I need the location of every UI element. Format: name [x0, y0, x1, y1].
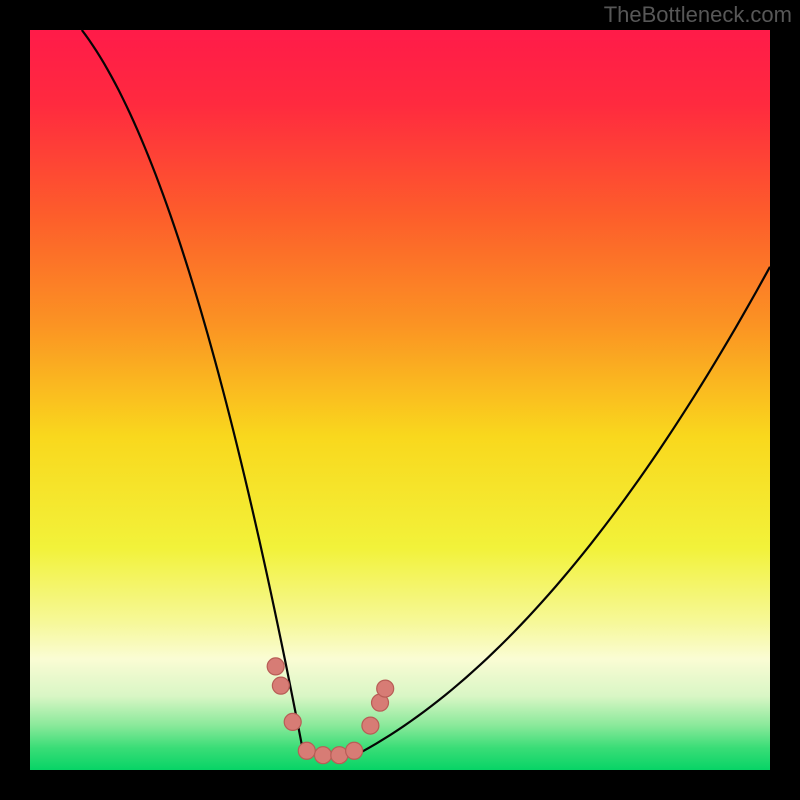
marker-point	[267, 658, 284, 675]
marker-point	[315, 747, 332, 764]
chart-frame: TheBottleneck.com	[0, 0, 800, 800]
marker-point	[377, 680, 394, 697]
watermark-text: TheBottleneck.com	[604, 2, 792, 28]
marker-point	[272, 677, 289, 694]
marker-point	[362, 717, 379, 734]
marker-point	[298, 742, 315, 759]
marker-point	[284, 713, 301, 730]
bottleneck-chart	[0, 0, 800, 800]
marker-point	[346, 742, 363, 759]
